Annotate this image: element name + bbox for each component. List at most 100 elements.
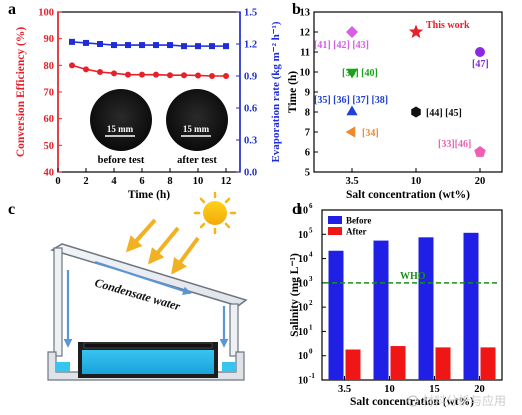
bar-after [390, 346, 406, 380]
x-tick-label: 4 [111, 176, 117, 187]
y-tick-label: 13 [300, 8, 311, 19]
data-point [209, 43, 215, 50]
y-tick-label: 6 [305, 148, 310, 159]
data-point [209, 73, 215, 79]
y2-axis-label: Evaporation rate (kg m⁻² h⁻¹) [270, 21, 282, 162]
point-label: [44] [45] [426, 108, 462, 119]
plot-frame [57, 11, 241, 173]
y-tick-exponent: -1 [309, 372, 315, 380]
collected-water-right [222, 362, 236, 372]
x-tick-label: 3.5 [338, 384, 351, 395]
y-tick-label: 10 [298, 254, 308, 265]
sample-photo-1 [90, 89, 152, 151]
data-point [181, 43, 187, 50]
point-label: [34] [362, 128, 379, 139]
legend-label: Before [346, 216, 371, 226]
x-tick-label: 15 [429, 384, 440, 395]
data-point [223, 73, 229, 79]
series-line-2 [71, 41, 226, 47]
y-tick-label: 8 [305, 108, 310, 119]
data-point [97, 69, 103, 75]
y-axis-label: Salinity (mg L⁻¹) [289, 253, 301, 337]
y-tick-label: 9 [305, 88, 310, 99]
condensate-flow-arrows [63, 260, 229, 348]
data-point [111, 42, 117, 49]
seawater [82, 350, 214, 374]
x-tick-label: 0 [55, 176, 60, 187]
data-point [181, 72, 187, 79]
scale-label-2: 15 mm [183, 124, 210, 134]
point-label: [41] [42] [43] [314, 40, 369, 51]
watermark: 材料分析与应用 [407, 393, 506, 408]
y-tick-label: 12 [300, 28, 311, 39]
collected-water-left [56, 362, 70, 372]
marker-diamond [346, 26, 358, 38]
marker-triangle-down [346, 68, 358, 79]
y2-tick-label: 1.5 [244, 8, 257, 19]
data-point [139, 71, 145, 78]
data-point [69, 62, 75, 69]
bar-after [345, 349, 361, 380]
series-line-1 [71, 64, 226, 77]
watermark-text: 材料分析与应用 [422, 393, 506, 408]
x-axis-label: Time (h) [128, 189, 170, 201]
bar-after [480, 347, 496, 380]
y-tick-label: 60 [44, 114, 55, 125]
data-point [139, 42, 145, 49]
legend-label: After [346, 227, 366, 237]
bar-before [463, 232, 479, 380]
point-label: [47] [472, 59, 489, 70]
y-tick-label: 10 [298, 376, 308, 387]
y-tick-label: 100 [38, 8, 54, 19]
y-axis-label: Conversion Efficiency (%) [15, 27, 27, 157]
legend-swatch-after [328, 227, 342, 235]
y-tick-label: 10 [298, 303, 308, 314]
data-point [167, 72, 173, 79]
x-axis-label: Salt concentration (wt%) [346, 189, 470, 201]
point-label: [39] [40] [342, 68, 378, 79]
x-tick-label: 8 [167, 176, 172, 187]
marker-triangle-up [346, 105, 358, 116]
bar-before [328, 250, 344, 380]
inset-caption-2: after test [177, 155, 217, 166]
data-point [111, 70, 117, 77]
condenser-left-wall [53, 247, 63, 357]
point-label: [35] [36] [37] [38] [314, 95, 388, 106]
y-tick-label: 80 [44, 61, 55, 72]
plot-frame [313, 11, 503, 173]
x-tick-label: 20 [475, 176, 486, 187]
plot-frame [321, 209, 503, 381]
y-tick-exponent: 6 [309, 202, 313, 210]
y-tick-label: 50 [44, 141, 55, 152]
point-label: This work [426, 20, 470, 31]
data-point [83, 66, 89, 73]
y2-tick-label: 0.6 [244, 104, 257, 115]
y-tick-exponent: 4 [309, 251, 313, 259]
y-tick-label: 10 [300, 68, 311, 79]
legend-swatch-before [328, 216, 342, 224]
inset-caption-1: before test [98, 155, 145, 166]
y-tick-label: 90 [44, 34, 55, 45]
x-axis-label: Salt concentration (wt%) [350, 396, 474, 408]
y-tick-label: 70 [44, 88, 55, 99]
y-tick-exponent: 2 [309, 299, 313, 307]
panel-a-chart: 15 mm before test 15 mm after test 0 2 4 6 8 10 12… [15, 8, 282, 202]
panel-letter-a: a [8, 1, 16, 18]
y2-tick-label: 0.0 [244, 168, 257, 179]
sunlight-arrows [125, 218, 200, 275]
y-tick-exponent: 5 [309, 226, 313, 234]
x-tick-label: 10 [384, 384, 395, 395]
data-point [167, 42, 173, 49]
marker-circle [475, 47, 485, 57]
condenser-right-wall [229, 303, 239, 357]
y-tick-label: 40 [44, 168, 55, 179]
bar-before [418, 237, 434, 380]
y2-tick-label: 0.9 [244, 72, 257, 83]
marker-triangle-left [345, 126, 356, 138]
data-point [195, 72, 201, 79]
y-tick-label: 10 [298, 327, 308, 338]
point-label: [33][46] [438, 139, 471, 150]
sample-photo-2 [166, 89, 228, 151]
data-point [125, 71, 131, 78]
